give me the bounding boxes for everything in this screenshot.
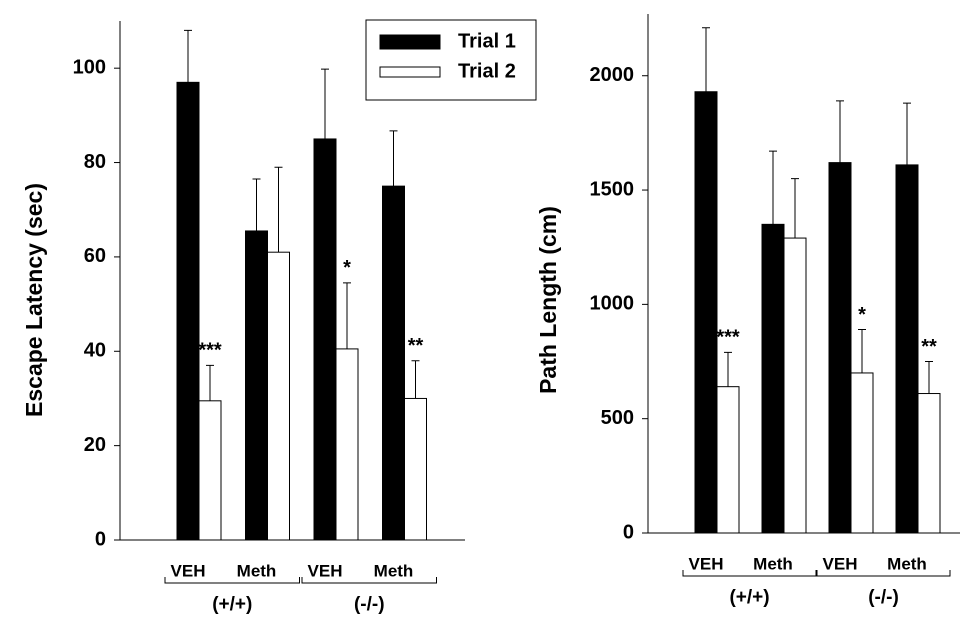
bar	[895, 164, 919, 534]
y-tick-label: 500	[601, 407, 634, 429]
significance-marker: *	[858, 304, 866, 326]
error-bar	[702, 27, 710, 92]
significance-marker: **	[408, 335, 424, 357]
y-tick-label: 0	[623, 521, 634, 543]
group-label: (+/+)	[212, 594, 252, 615]
y-tick-label: 80	[84, 151, 106, 173]
legend-swatch	[379, 66, 441, 78]
bar	[382, 185, 405, 541]
group-bracket	[301, 577, 437, 584]
y-axis-label: Escape Latency (sec)	[21, 183, 47, 417]
bar	[198, 400, 222, 541]
group-bracket	[682, 570, 817, 577]
x-tick-label: Meth	[753, 554, 793, 573]
bar	[176, 81, 200, 541]
bar	[828, 162, 852, 534]
y-tick-label: 2000	[590, 64, 635, 86]
error-bar	[274, 166, 283, 253]
group-label: (+/+)	[729, 587, 769, 608]
group-label: (-/-)	[354, 594, 385, 615]
bar	[761, 223, 785, 534]
bar	[313, 138, 337, 541]
y-tick-label: 0	[95, 528, 106, 550]
y-tick-label: 40	[84, 340, 106, 362]
group-bracket	[164, 577, 300, 584]
y-tick-label: 60	[84, 245, 106, 267]
y-tick-label: 20	[84, 434, 106, 456]
bar	[245, 230, 268, 541]
bar	[694, 91, 718, 534]
error-bar	[724, 351, 732, 387]
error-bar	[321, 68, 329, 139]
bar	[850, 372, 874, 534]
error-bar	[184, 29, 192, 83]
group-bracket	[816, 570, 951, 577]
error-bar	[252, 178, 261, 231]
legend-label: Trial 1	[458, 30, 516, 52]
bar	[716, 386, 740, 534]
x-tick-label: Meth	[374, 561, 414, 580]
error-bar	[858, 329, 866, 373]
error-bar	[925, 361, 933, 394]
group-label: (-/-)	[868, 587, 899, 608]
y-tick-label: 100	[73, 56, 106, 78]
x-tick-label: VEH	[308, 561, 343, 580]
error-bar	[206, 364, 214, 401]
error-bar	[343, 282, 351, 349]
significance-marker: ***	[716, 327, 740, 349]
error-bar	[389, 130, 398, 187]
significance-marker: **	[921, 336, 937, 358]
error-bar	[791, 178, 799, 239]
error-bar	[836, 100, 844, 163]
error-bar	[769, 150, 777, 225]
error-bar	[411, 360, 420, 399]
legend-label: Trial 2	[458, 60, 516, 82]
significance-marker: *	[343, 257, 351, 279]
legend-box	[365, 19, 537, 101]
y-axis-label: Path Length (cm)	[535, 206, 561, 394]
x-tick-label: Meth	[887, 554, 927, 573]
x-tick-label: VEH	[689, 554, 724, 573]
bar	[404, 397, 427, 541]
legend-swatch	[379, 34, 441, 50]
bar	[917, 393, 941, 534]
y-tick-label: 1500	[590, 178, 635, 200]
y-tick-label: 1000	[590, 293, 635, 315]
x-tick-label: VEH	[823, 554, 858, 573]
bar	[267, 251, 290, 541]
bar	[783, 237, 807, 534]
error-bar	[903, 102, 911, 165]
x-tick-label: VEH	[171, 561, 206, 580]
significance-marker: ***	[198, 340, 222, 362]
bar	[335, 348, 359, 541]
x-tick-label: Meth	[237, 561, 277, 580]
